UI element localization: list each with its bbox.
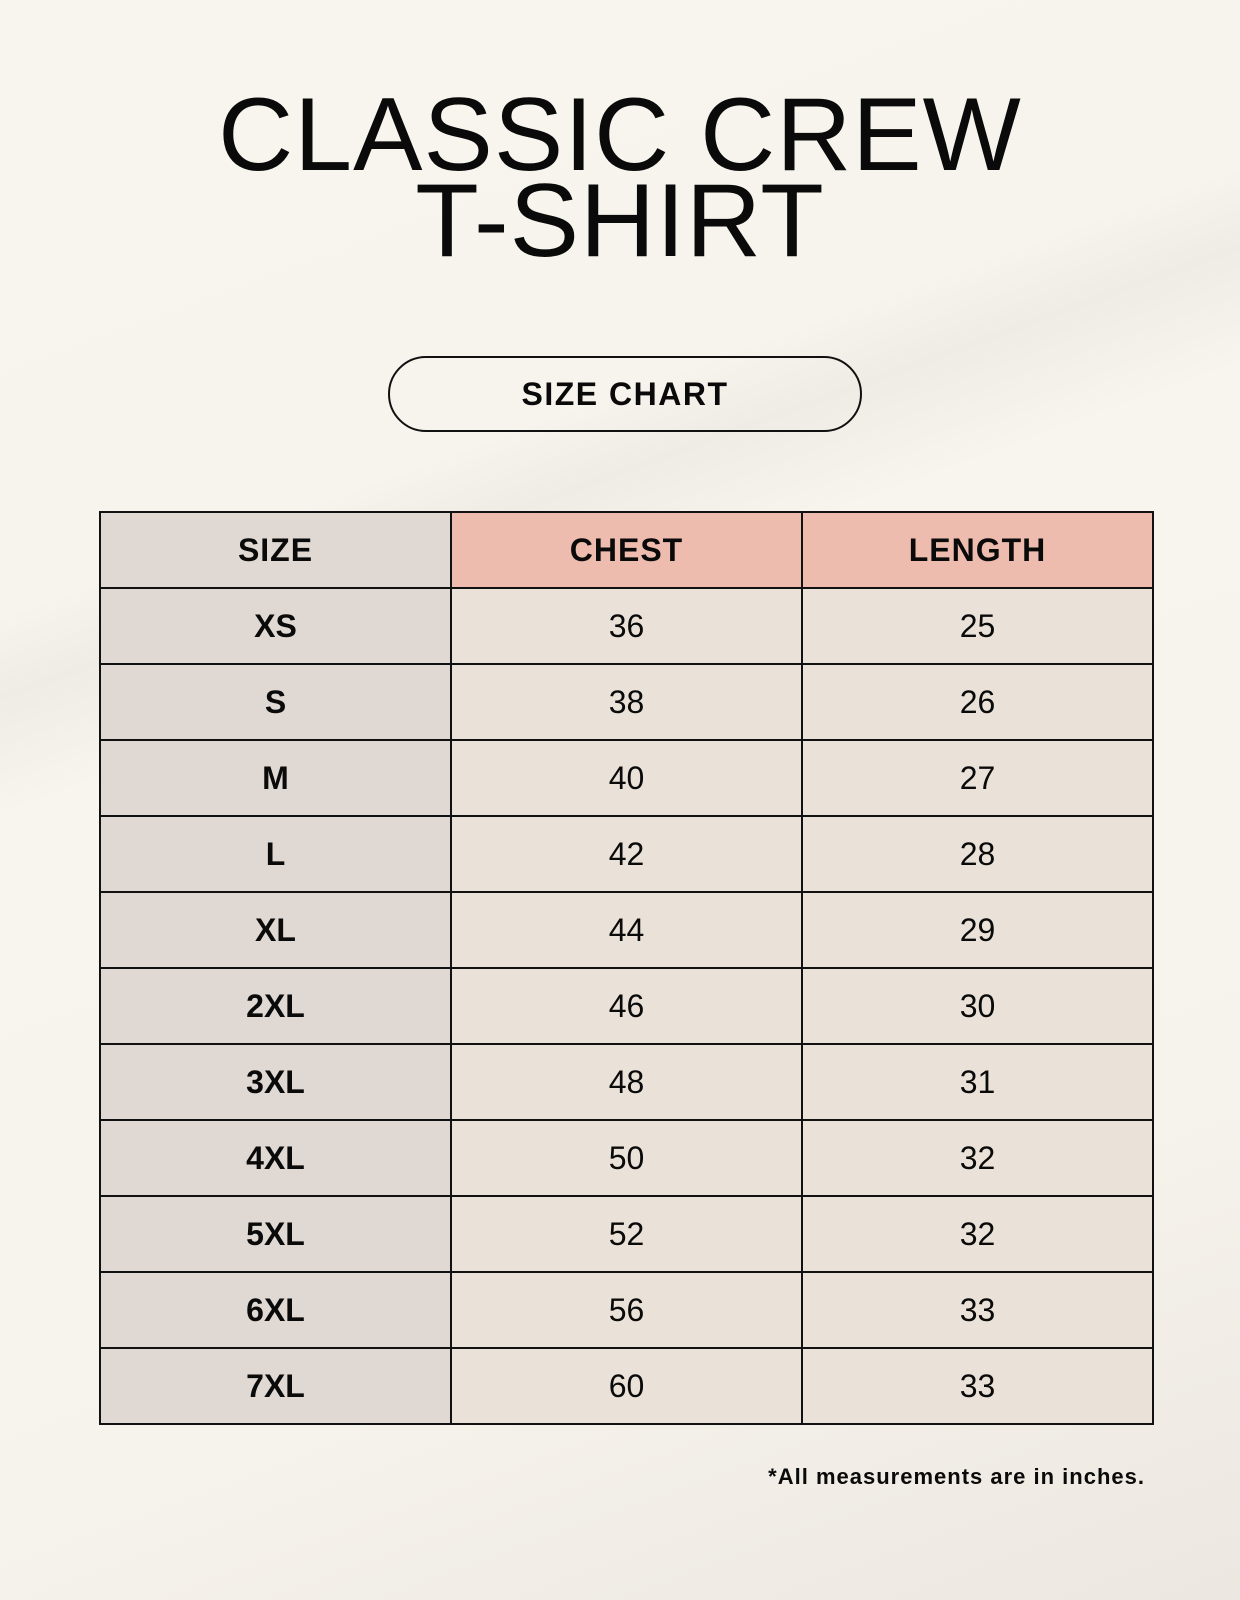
cell-length: 33 bbox=[801, 1271, 1154, 1349]
cell-length: 28 bbox=[801, 815, 1154, 893]
table-row: 3XL 48 31 bbox=[99, 1043, 1154, 1121]
page-title: CLASSIC CREW T-SHIRT bbox=[0, 77, 1240, 279]
footnote: *All measurements are in inches. bbox=[768, 1464, 1145, 1489]
cell-chest: 48 bbox=[450, 1043, 803, 1121]
cell-size: 2XL bbox=[99, 967, 452, 1045]
cell-size: 4XL bbox=[99, 1119, 452, 1197]
header-size: SIZE bbox=[99, 511, 452, 589]
table-header-row: SIZE CHEST LENGTH bbox=[99, 511, 1154, 589]
cell-size: L bbox=[99, 815, 452, 893]
cell-size: 3XL bbox=[99, 1043, 452, 1121]
table-row: 4XL 50 32 bbox=[99, 1119, 1154, 1197]
cell-size: 6XL bbox=[99, 1271, 452, 1349]
table-row: XL 44 29 bbox=[99, 891, 1154, 969]
cell-chest: 56 bbox=[450, 1271, 803, 1349]
cell-length: 29 bbox=[801, 891, 1154, 969]
cell-length: 27 bbox=[801, 739, 1154, 817]
cell-chest: 36 bbox=[450, 587, 803, 665]
table-row: M 40 27 bbox=[99, 739, 1154, 817]
cell-length: 25 bbox=[801, 587, 1154, 665]
table-row: S 38 26 bbox=[99, 663, 1154, 741]
cell-length: 31 bbox=[801, 1043, 1154, 1121]
cell-size: 5XL bbox=[99, 1195, 452, 1273]
cell-chest: 46 bbox=[450, 967, 803, 1045]
table-row: 5XL 52 32 bbox=[99, 1195, 1154, 1273]
cell-chest: 60 bbox=[450, 1347, 803, 1425]
table-row: XS 36 25 bbox=[99, 587, 1154, 665]
cell-chest: 50 bbox=[450, 1119, 803, 1197]
cell-chest: 52 bbox=[450, 1195, 803, 1273]
cell-length: 30 bbox=[801, 967, 1154, 1045]
cell-length: 32 bbox=[801, 1195, 1154, 1273]
cell-chest: 42 bbox=[450, 815, 803, 893]
cell-chest: 44 bbox=[450, 891, 803, 969]
table-row: 6XL 56 33 bbox=[99, 1271, 1154, 1349]
size-chart-badge: SIZE CHART bbox=[388, 356, 862, 432]
title-line-2: T-SHIRT bbox=[415, 163, 825, 279]
cell-size: 7XL bbox=[99, 1347, 452, 1425]
table-row: L 42 28 bbox=[99, 815, 1154, 893]
title-line-1: CLASSIC CREW bbox=[218, 77, 1022, 193]
header-chest: CHEST bbox=[450, 511, 803, 589]
cell-chest: 38 bbox=[450, 663, 803, 741]
cell-length: 32 bbox=[801, 1119, 1154, 1197]
cell-size: XS bbox=[99, 587, 452, 665]
table-row: 7XL 60 33 bbox=[99, 1347, 1154, 1425]
cell-chest: 40 bbox=[450, 739, 803, 817]
cell-length: 33 bbox=[801, 1347, 1154, 1425]
cell-length: 26 bbox=[801, 663, 1154, 741]
table-row: 2XL 46 30 bbox=[99, 967, 1154, 1045]
cell-size: XL bbox=[99, 891, 452, 969]
size-table: SIZE CHEST LENGTH XS 36 25 S 38 26 M 40 27 L 42 28 X… bbox=[99, 511, 1154, 1425]
cell-size: S bbox=[99, 663, 452, 741]
cell-size: M bbox=[99, 739, 452, 817]
header-length: LENGTH bbox=[801, 511, 1154, 589]
